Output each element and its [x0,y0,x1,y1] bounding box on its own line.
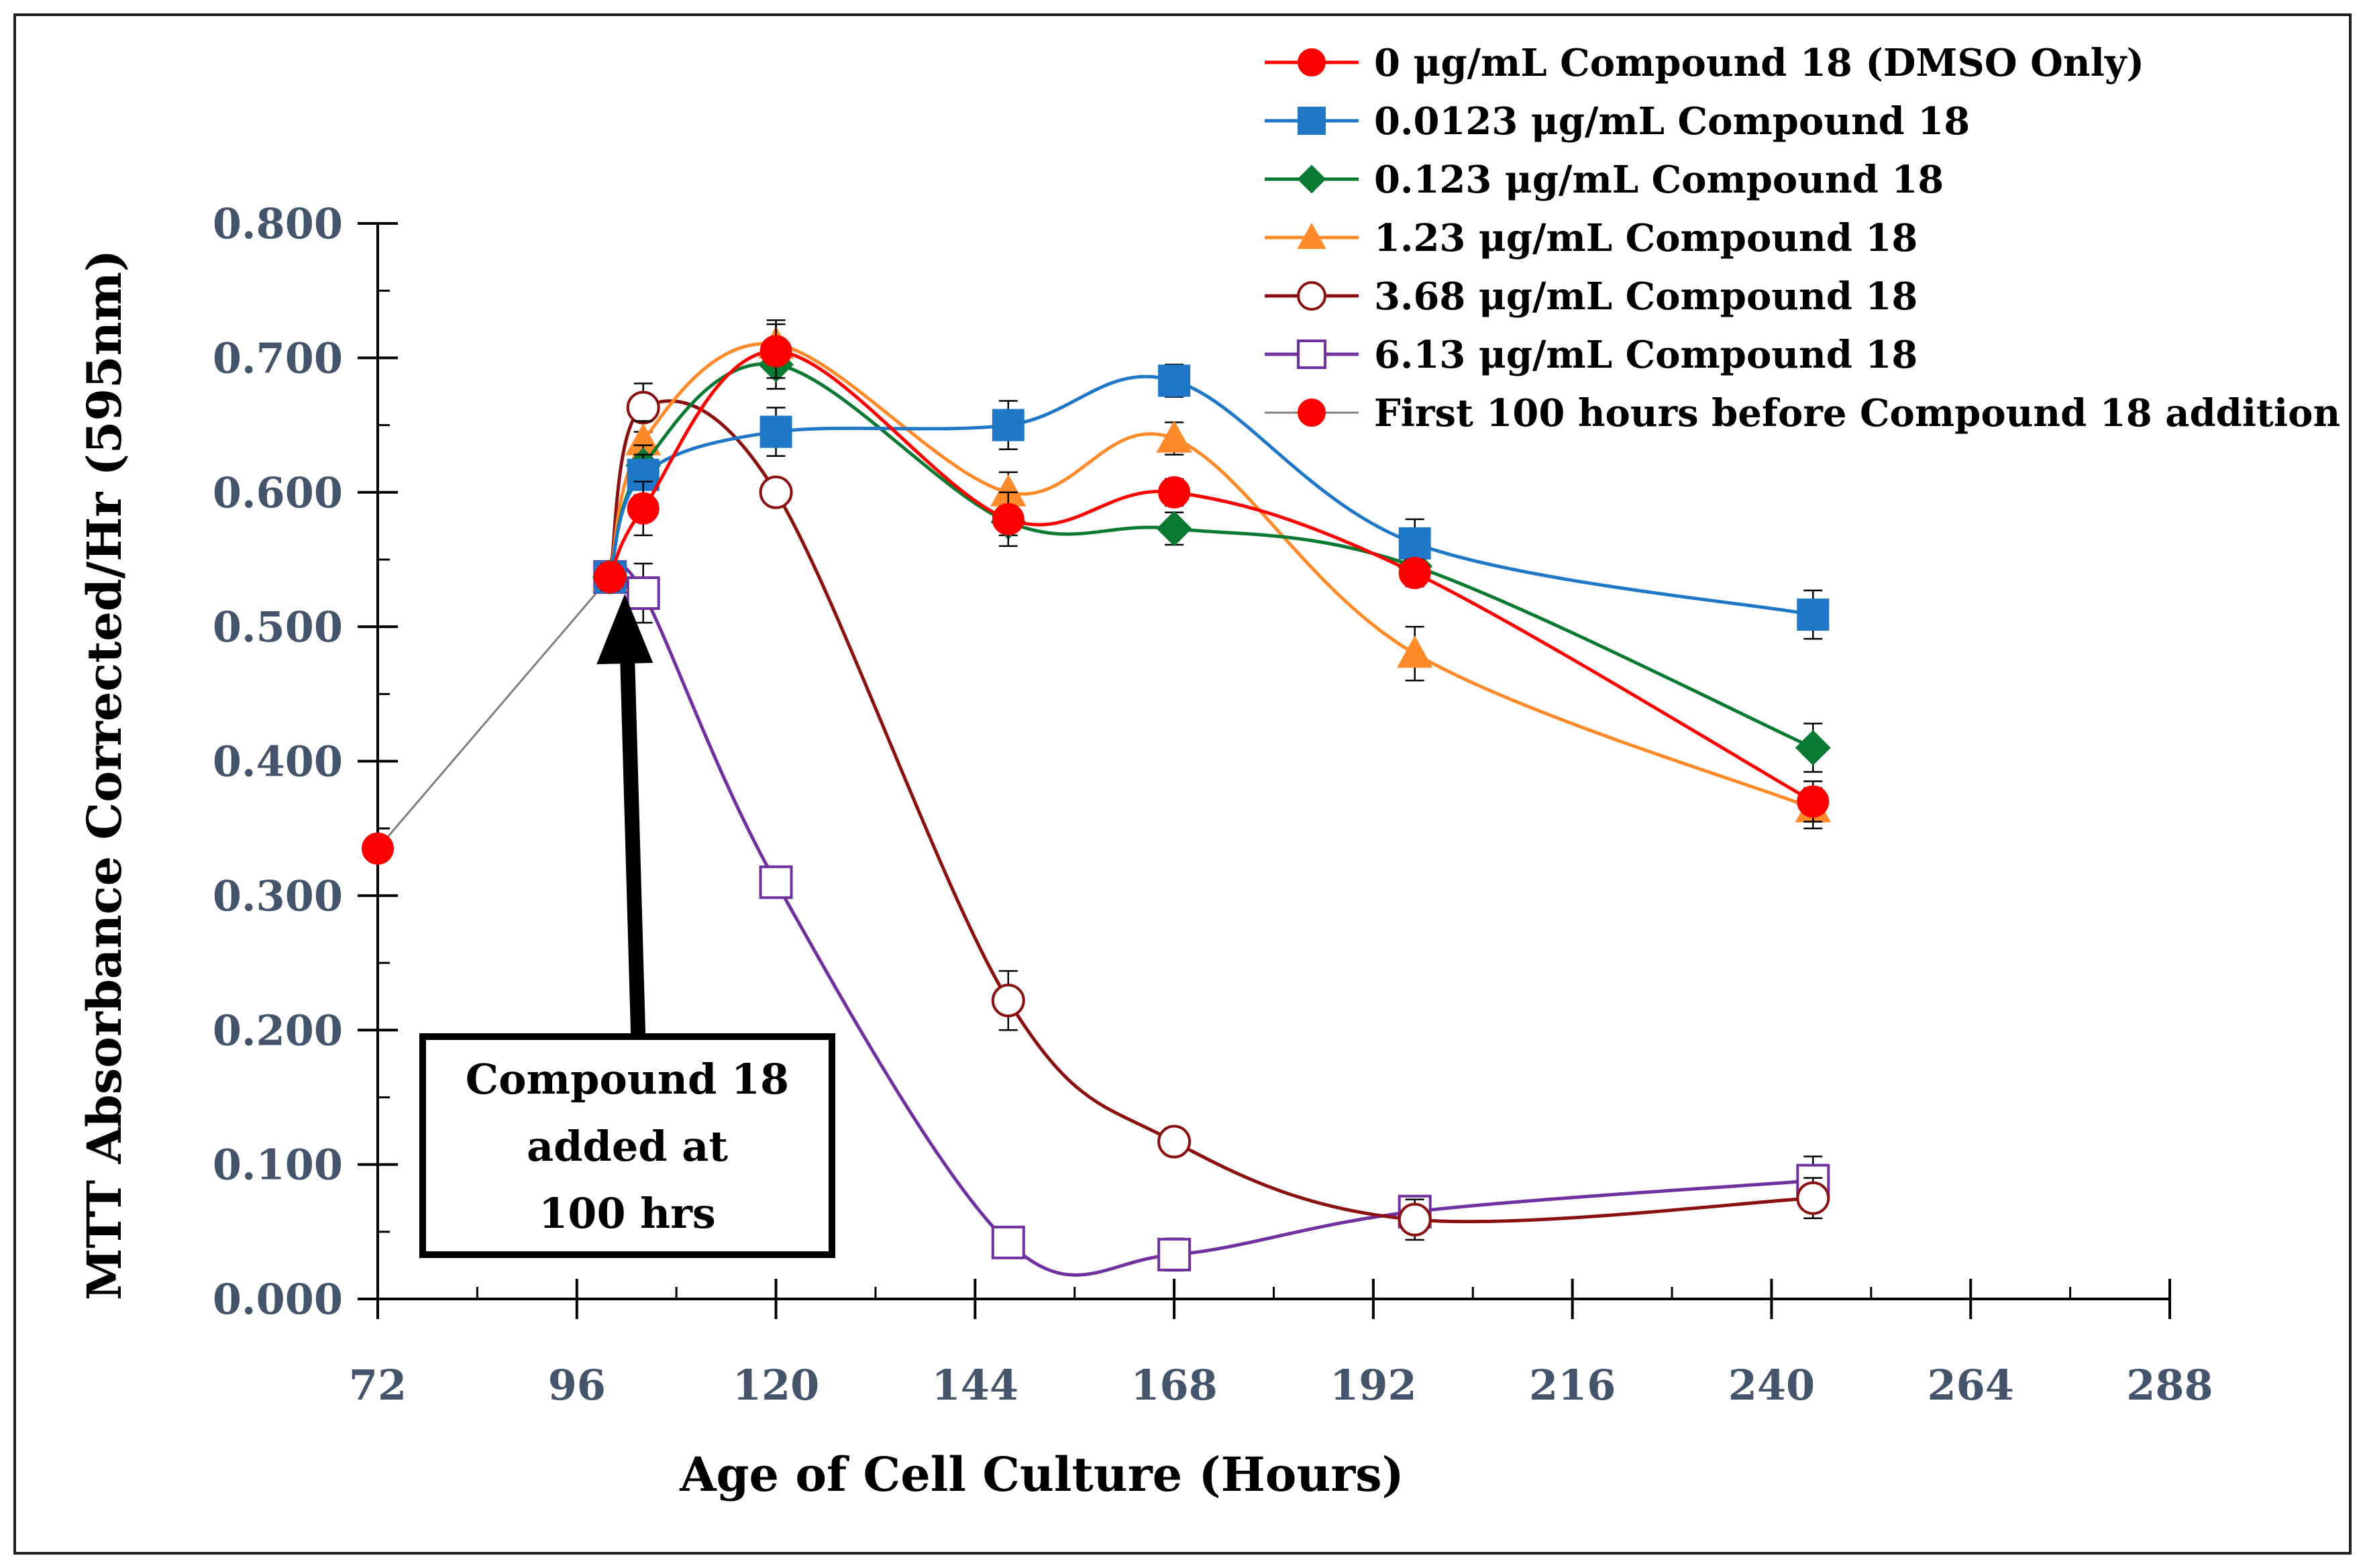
y-tick-label: 0.100 [213,1141,343,1190]
legend-label: 6.13 μg/mL Compound 18 [1374,333,1917,377]
legend-label: 3.68 μg/mL Compound 18 [1374,274,1917,319]
legend-entry-0: 0 μg/mL Compound 18 (DMSO Only) [1265,41,2144,85]
y-axis-title: MTT Absorbance Corrected/Hr (595nm) [76,250,132,1300]
data-point [992,503,1024,535]
axes: 0.000 0.100 0.200 0.300 0.400 0.500 0.600 0.700… [213,199,2213,1410]
legend-marker [1298,399,1326,427]
series-line [608,374,1814,617]
x-tick-label: 144 [932,1361,1018,1410]
annotation: Compound 18 added at 100 hrs [419,594,835,1258]
chart-border [13,13,2352,1555]
data-point [1398,527,1431,560]
data-point [991,1225,1025,1259]
legend-label: 0.123 μg/mL Compound 18 [1374,158,1944,202]
y-tick-label: 0.400 [213,737,343,786]
legend-label: 0.0123 μg/mL Compound 18 [1374,99,1970,144]
data-point [594,560,627,593]
x-tick-label: 72 [349,1361,407,1410]
data-point [626,576,660,611]
legend-marker [1298,48,1326,76]
x-tick-label: 240 [1728,1361,1815,1410]
series-line [608,342,1814,810]
legend-entry-1: 0.0123 μg/mL Compound 18 [1265,99,1970,144]
y-tick-label: 0.500 [213,603,343,651]
series-line [376,576,611,849]
data-point [1397,635,1433,668]
y-tick-label: 0.800 [213,199,343,248]
x-tick-label: 96 [548,1361,606,1410]
data-point [1158,476,1191,509]
series-group [362,319,1831,1277]
data-point [1797,785,1830,818]
annotation-text-line: 100 hrs [539,1189,716,1238]
y-tick-label: 0.300 [213,872,343,921]
data-point [1156,420,1192,453]
data-point [1796,1181,1830,1215]
legend-label: 0 μg/mL Compound 18 (DMSO Only) [1374,41,2144,85]
data-point [759,415,792,448]
data-point [759,475,793,509]
series-0 [594,323,1830,823]
series-line [608,349,1814,803]
data-point [1398,556,1431,589]
data-point [759,335,792,368]
legend-entry-6: First 100 hours before Compound 18 addit… [1265,391,2340,435]
x-tick-label: 264 [1928,1361,2014,1410]
y-tick-label: 0.700 [213,333,343,382]
legend: 0 μg/mL Compound 18 (DMSO Only) 0.0123 μg… [1265,41,2340,435]
annotation-arrow-shaft [620,660,646,1037]
data-point [626,390,660,425]
data-point [1398,1202,1432,1237]
legend-entry-2: 0.123 μg/mL Compound 18 [1265,158,1944,202]
x-tick-label: 192 [1330,1361,1416,1410]
y-tick-label: 0.600 [213,468,343,517]
legend-marker [1298,107,1326,135]
legend-marker [1297,222,1326,249]
legend-label: First 100 hours before Compound 18 addit… [1374,391,2340,435]
legend-marker [1297,339,1326,369]
annotation-text-line: added at [527,1122,728,1171]
data-point [1158,364,1191,397]
legend-entry-5: 6.13 μg/mL Compound 18 [1265,333,1917,377]
series-line [608,362,1814,749]
data-point [1156,511,1192,547]
data-point [1157,1237,1192,1271]
legend-marker [1297,164,1326,194]
data-point [759,865,793,899]
data-point [362,832,394,865]
data-point [627,492,660,525]
x-tick-label: 120 [733,1361,819,1410]
legend-entry-3: 1.23 μg/mL Compound 18 [1265,216,1917,260]
annotation-box [419,1033,835,1258]
legend-entry-4: 3.68 μg/mL Compound 18 [1265,274,1917,319]
legend-label: 1.23 μg/mL Compound 18 [1374,216,1917,260]
data-point [1157,1125,1192,1159]
data-point [991,984,1025,1018]
legend-marker [1297,281,1326,311]
annotation-arrow-head [596,594,653,664]
x-tick-label: 168 [1131,1361,1217,1410]
data-point [1797,598,1830,631]
x-tick-label: 288 [2126,1361,2213,1410]
data-point [992,409,1024,441]
y-tick-label: 0.000 [213,1275,343,1324]
x-axis-title: Age of Cell Culture (Hours) [679,1447,1404,1502]
y-tick-label: 0.200 [213,1006,343,1055]
annotation-text-line: Compound 18 [466,1055,789,1104]
x-tick-label: 216 [1529,1361,1616,1410]
data-point [1795,730,1831,766]
